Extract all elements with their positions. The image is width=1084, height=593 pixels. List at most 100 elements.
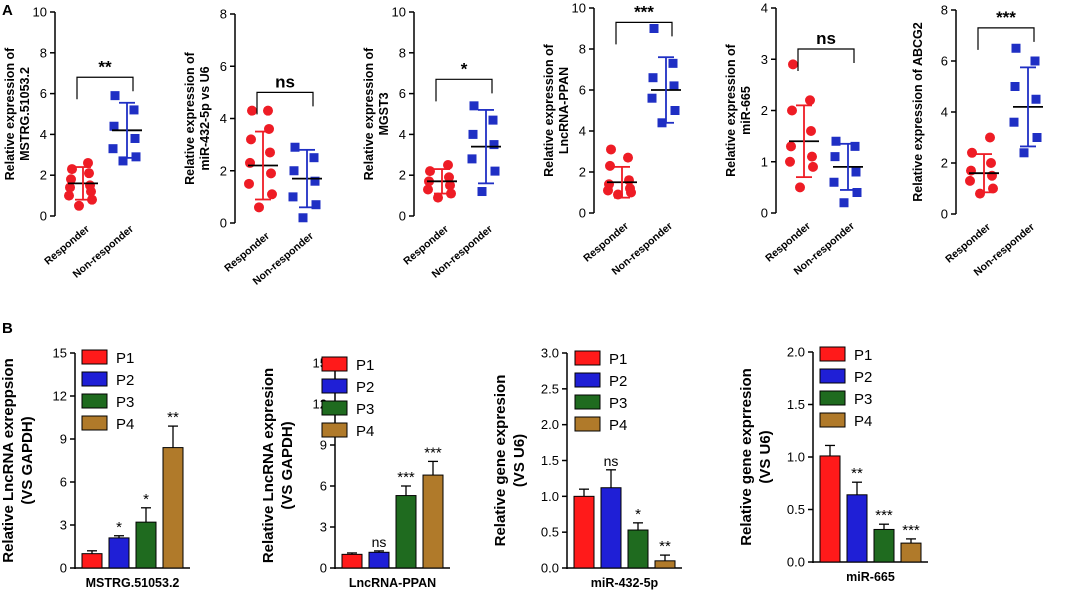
data-point bbox=[623, 152, 633, 163]
data-point bbox=[831, 136, 841, 146]
y-tick-label: 10 bbox=[33, 5, 47, 20]
y-tick-label: 2 bbox=[399, 168, 406, 183]
significance-label: * bbox=[635, 506, 641, 523]
significance-label: ** bbox=[167, 409, 179, 426]
data-point bbox=[965, 175, 975, 186]
legend-label-P4: P4 bbox=[854, 413, 872, 430]
data-point bbox=[785, 156, 795, 167]
significance-label: *** bbox=[875, 507, 893, 524]
legend-swatch-P1 bbox=[81, 349, 108, 365]
y-axis-label-line: (VS GAPDH) bbox=[19, 416, 36, 504]
data-point bbox=[263, 105, 273, 116]
data-point bbox=[85, 180, 95, 191]
data-point bbox=[787, 105, 797, 116]
y-axis-label-line: Relative expression of bbox=[362, 47, 376, 181]
significance-label: *** bbox=[634, 2, 654, 21]
y-axis-label-line: (VS U6) bbox=[757, 430, 774, 483]
data-point bbox=[468, 129, 478, 139]
y-tick-label: 2 bbox=[40, 168, 47, 183]
data-point bbox=[423, 184, 433, 195]
bar-P1 bbox=[81, 553, 103, 569]
significance-bracket bbox=[797, 48, 855, 71]
legend-label-P4: P4 bbox=[609, 417, 627, 434]
bar-P1 bbox=[573, 495, 595, 569]
data-point bbox=[298, 213, 308, 223]
legend-label-P3: P3 bbox=[854, 391, 872, 408]
y-axis-label-line: Relative expression of bbox=[183, 51, 197, 185]
x-axis-label: miR-665 bbox=[846, 570, 895, 584]
bar-P3 bbox=[395, 495, 417, 569]
data-point bbox=[830, 152, 840, 162]
y-tick-label: 2.0 bbox=[541, 417, 559, 432]
data-point bbox=[425, 166, 435, 177]
y-axis-label-line: (VS U6) bbox=[511, 434, 528, 487]
y-tick-label: 0 bbox=[399, 209, 406, 224]
y-axis-label-line: LncRNA-PPAN bbox=[557, 67, 571, 154]
data-point bbox=[788, 59, 798, 70]
significance-bracket bbox=[256, 91, 314, 115]
data-point bbox=[805, 95, 815, 106]
data-point bbox=[490, 166, 500, 176]
y-axis-label-line: (VS GAPDH) bbox=[279, 421, 296, 509]
data-point bbox=[670, 106, 680, 115]
significance-label: * bbox=[461, 59, 468, 78]
y-tick-label: 4 bbox=[579, 124, 586, 139]
data-point bbox=[433, 192, 443, 203]
y-tick-label: 0 bbox=[761, 206, 768, 221]
legend-label-P2: P2 bbox=[116, 372, 134, 389]
bar-P3 bbox=[627, 529, 649, 569]
legend-label-P2: P2 bbox=[356, 379, 374, 396]
bar-P4 bbox=[654, 560, 676, 569]
y-tick-label: 6 bbox=[320, 479, 327, 494]
data-point bbox=[1030, 56, 1040, 66]
y-tick-label: 3 bbox=[320, 520, 327, 535]
bar-P2 bbox=[846, 494, 868, 563]
significance-bracket bbox=[76, 76, 134, 100]
y-tick-label: 6 bbox=[399, 86, 406, 101]
data-point bbox=[266, 168, 276, 179]
y-axis-label-line: Relative gene exprresion bbox=[738, 368, 755, 546]
y-axis-label: Relative expression of ABCG2 bbox=[911, 22, 925, 202]
data-point bbox=[110, 91, 120, 101]
data-point bbox=[975, 188, 985, 199]
data-point bbox=[647, 93, 657, 103]
data-point bbox=[839, 198, 849, 208]
data-point bbox=[130, 133, 140, 143]
bar-chart-b4: 0.0 0.5 1.0 1.5 2.0 Relative gene exprresion(… bbox=[738, 345, 928, 584]
data-point bbox=[988, 183, 998, 194]
data-point bbox=[987, 170, 997, 181]
data-point bbox=[66, 174, 76, 185]
bar-chart-b1: 0 3 6 9 12 15 Relative LncRNA exreppsion (VS GA… bbox=[0, 346, 190, 590]
y-tick-label: 1.5 bbox=[787, 397, 805, 412]
data-point bbox=[289, 166, 299, 176]
data-point bbox=[244, 178, 254, 189]
data-point bbox=[467, 154, 477, 164]
x-axis-label: MSTRG.51053.2 bbox=[86, 576, 180, 590]
scatter-chart-a2: 0 2 4 6 8 Relative expression ofmiR-432-5p vs… bbox=[183, 7, 322, 288]
y-tick-label: 10 bbox=[572, 1, 586, 16]
data-point bbox=[445, 180, 455, 191]
y-tick-label: 0 bbox=[220, 216, 227, 231]
legend-swatch-P3 bbox=[321, 400, 348, 416]
legend-label-P1: P1 bbox=[854, 347, 872, 364]
y-tick-label: 0 bbox=[579, 206, 586, 221]
data-point bbox=[966, 165, 976, 176]
y-tick-label: 6 bbox=[220, 59, 227, 74]
y-axis-label-line: Relative expression of ABCG2 bbox=[911, 22, 925, 202]
data-point bbox=[808, 161, 818, 172]
data-point bbox=[311, 200, 321, 210]
data-point bbox=[1032, 133, 1042, 142]
legend-swatch-P4 bbox=[81, 415, 108, 431]
panel-a-label: A bbox=[2, 2, 13, 19]
y-tick-label: 0.5 bbox=[541, 525, 559, 540]
data-point bbox=[786, 141, 796, 152]
legend-label-P1: P1 bbox=[116, 350, 134, 367]
data-point bbox=[129, 105, 139, 115]
y-axis-label-line: Relative LncRNA expresion bbox=[260, 368, 277, 563]
legend-label-P1: P1 bbox=[609, 351, 627, 368]
significance-bracket bbox=[977, 27, 1035, 50]
bar-P2 bbox=[368, 551, 390, 569]
y-tick-label: 0 bbox=[320, 561, 327, 576]
